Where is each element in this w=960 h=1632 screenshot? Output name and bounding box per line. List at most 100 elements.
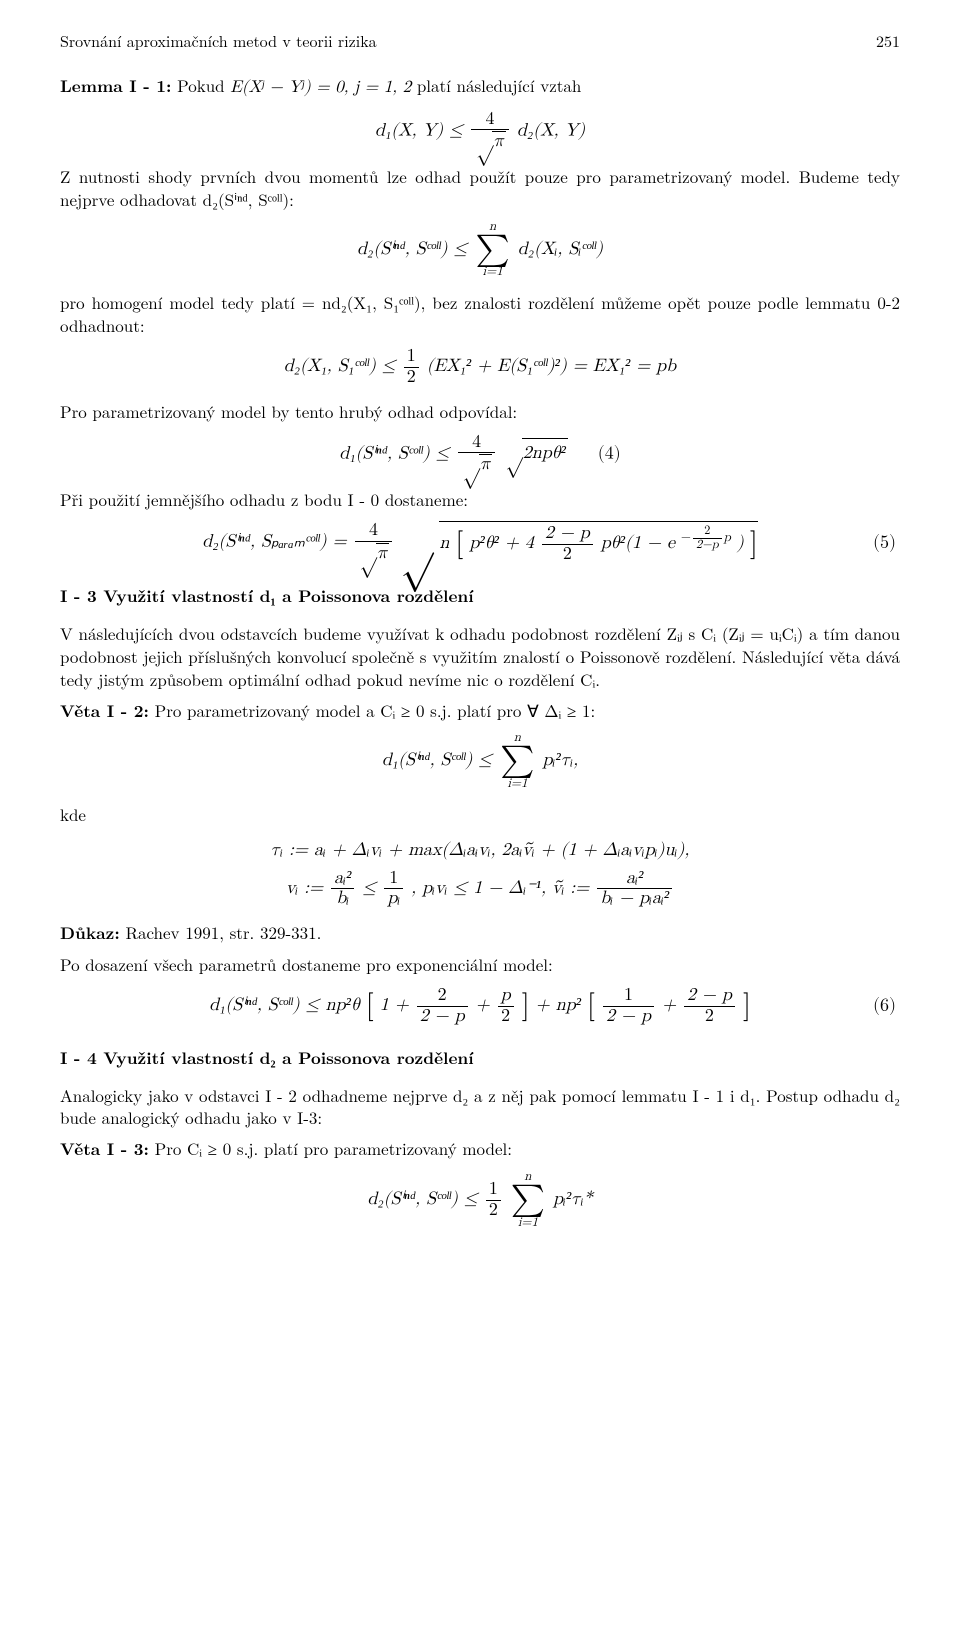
lemma-condition: E(Xʲ − Yʲ) = 0, j = 1, 2 xyxy=(230,79,411,96)
eq-rhs: d₂(Xᵢ, Sᵢᶜᵒˡˡ) xyxy=(518,240,603,258)
left-bracket-icon: [ xyxy=(587,996,595,1016)
frac-num: 2 − p xyxy=(542,524,593,545)
sum-sign-icon: ∑ xyxy=(476,234,510,266)
eq-rhs: (EX₁² + E(S₁ᶜᵒˡˡ)²) = EX₁² = pb xyxy=(427,357,676,375)
frac-num: 2 xyxy=(417,986,468,1007)
left-bracket-icon: [ xyxy=(455,534,463,554)
eq-number: (4) xyxy=(598,444,621,462)
veta-i-2: Věta I - 2: Pro parametrizovaný model a … xyxy=(60,699,900,723)
exp-tail: p xyxy=(724,531,731,544)
veta-label: Věta I - 3: xyxy=(60,1137,149,1161)
dukaz-body: Rachev 1991, str. 329-331. xyxy=(125,920,321,944)
eq-d2-sum: d₂(Sⁱⁿᵈ, Sᶜᵒˡˡ) ≤ n ∑ i=1 d₂(Xᵢ, Sᵢᶜᵒˡˡ) xyxy=(60,221,900,279)
frac-num: 1 xyxy=(384,869,403,890)
sum-top: n xyxy=(476,221,510,234)
inner-c: ) xyxy=(737,534,744,552)
para-znutnosti: Z nutnosti shody prvních dvou momentů lz… xyxy=(60,165,900,211)
frac-num: aᵢ² xyxy=(597,869,672,890)
vi-mid1: ≤ xyxy=(362,879,382,897)
vi-mid2: , pᵢvᵢ ≤ 1 − Δᵢ⁻¹, ṽᵢ := xyxy=(411,879,595,897)
left-bracket-icon: [ xyxy=(366,996,374,1016)
eq-rhs: pᵢ²τᵢ* xyxy=(553,1190,593,1208)
veta-i-3: Věta I - 3: Pro Cᵢ ≥ 0 s.j. platí pro pa… xyxy=(60,1137,900,1161)
frac-num: 1 xyxy=(404,347,419,368)
frac-den: 2 xyxy=(498,1007,514,1027)
frac-den: bᵢ − pᵢaᵢ² xyxy=(597,889,672,909)
frac-num: 1 xyxy=(486,1180,501,1201)
frac-den: 2 xyxy=(486,1201,501,1221)
para-dosazeni: Po dosazení všech parametrů dostaneme pr… xyxy=(60,953,900,976)
frac-den: bᵢ xyxy=(331,889,354,909)
frac-den: 2 xyxy=(684,1007,735,1027)
para-homogeni: pro homogení model tedy platí = nd₂(X₁, … xyxy=(60,291,900,337)
frac-den: pᵢ xyxy=(384,889,403,909)
right-bracket-icon: ] xyxy=(522,996,530,1016)
eq-lhs: d₂(X₁, S₁ᶜᵒˡˡ) ≤ xyxy=(284,357,402,375)
veta-body: Pro parametrizovaný model a Cᵢ ≥ 0 s.j. … xyxy=(155,698,596,722)
exp-num: 2 xyxy=(693,525,722,540)
eq-rhs: d₂(X, Y) xyxy=(517,121,585,139)
eq-d1-d2: d₁(X, Y) ≤ 4 π d₂(X, Y) xyxy=(60,110,900,154)
sum-top: n xyxy=(500,732,534,745)
page-header: Srovnání aproximačních metod v teorii ri… xyxy=(60,30,900,52)
eq-lhs: d₁(Sⁱⁿᵈ, Sᶜᵒˡˡ) ≤ np²θ xyxy=(209,996,366,1014)
lemma-label: Lemma I - 1: xyxy=(60,74,171,98)
b2: + xyxy=(662,996,682,1014)
dukaz-label: Důkaz: xyxy=(60,921,120,945)
eq-d2x1: d₂(X₁, S₁ᶜᵒˡˡ) ≤ 1 2 (EX₁² + E(S₁ᶜᵒˡˡ)²)… xyxy=(60,347,900,388)
sum-sign-icon: ∑ xyxy=(500,745,534,777)
frac-num: 4 xyxy=(458,433,496,454)
frac-den: 2 xyxy=(404,368,419,388)
eq-4: d₁(Sⁱⁿᵈ, Sᶜᵒˡˡ) ≤ 4 π 2npθ² (4) xyxy=(60,433,900,477)
frac-den: π xyxy=(376,543,390,564)
eq-lhs: d₁(Sⁱⁿᵈ, Sᶜᵒˡˡ) ≤ xyxy=(382,752,498,770)
sum-bot: i=1 xyxy=(476,266,510,279)
frac-num: 2 − p xyxy=(684,986,735,1007)
eq-lhs: d₁(Sⁱⁿᵈ, Sᶜᵒˡˡ) ≤ xyxy=(339,444,455,462)
para-analog: Analogicky jako v odstavci I - 2 odhadne… xyxy=(60,1084,900,1130)
page-number: 251 xyxy=(876,30,900,52)
eq-veta2: d₁(Sⁱⁿᵈ, Sᶜᵒˡˡ) ≤ n ∑ i=1 pᵢ²τᵢ, xyxy=(60,732,900,790)
frac-num: 4 xyxy=(471,110,509,131)
frac-den: 2 − p xyxy=(417,1007,468,1027)
a2: + xyxy=(476,996,496,1014)
vi-pre: vᵢ := xyxy=(286,879,329,897)
eq-tau-vi: τᵢ := aᵢ + Δᵢvᵢ + max(Δᵢaᵢvᵢ, 2aᵢṽᵢ + (1… xyxy=(60,836,900,909)
eq-lhs: d₂(Sⁱⁿᵈ, Sₚₐᵣₐₘᶜᵒˡˡ) = xyxy=(202,533,352,551)
frac-den: 2 − p xyxy=(603,1007,654,1027)
para-jemnejsi: Při použití jemnějšího odhadu z bodu I -… xyxy=(60,488,900,511)
inner-a: p²θ² + 4 xyxy=(469,534,534,552)
section-i-3-title: I - 3 Využití vlastností d₁ a Poissonova… xyxy=(60,585,900,608)
lemma-text-a: Pokud xyxy=(177,73,230,97)
right-bracket-icon: ] xyxy=(750,534,758,554)
eq-rhs: pᵢ²τᵢ, xyxy=(543,752,579,770)
inner-b: pθ²(1 − e xyxy=(601,534,675,552)
right-bracket-icon: ] xyxy=(743,996,751,1016)
veta-label: Věta I - 2: xyxy=(60,699,149,723)
big-sqrt-icon: √ xyxy=(400,522,433,562)
a1: 1 + xyxy=(380,996,415,1014)
frac-den: 2 xyxy=(542,545,593,565)
eq-lhs: d₁(X, Y) ≤ xyxy=(375,121,469,139)
dukaz: Důkaz: Rachev 1991, str. 329-331. xyxy=(60,921,900,945)
frac-num: p xyxy=(498,986,514,1007)
section-i-4-title: I - 4 Využití vlastností d₂ a Poissonova… xyxy=(60,1047,900,1070)
para-nasledujicich: V následujících dvou odstavcích budeme v… xyxy=(60,622,900,691)
para-param: Pro parametrizovaný model by tento hrubý… xyxy=(60,400,900,423)
frac-num: aᵢ² xyxy=(331,869,354,890)
lemma-i-1: Lemma I - 1: Pokud E(Xʲ − Yʲ) = 0, j = 1… xyxy=(60,74,900,100)
eq-number: (5) xyxy=(873,529,896,558)
sqrt-inner: 2npθ² xyxy=(522,438,568,468)
frac-den: π xyxy=(492,131,506,152)
lemma-text-b: platí následující vztah xyxy=(417,73,581,97)
eq-number: (6) xyxy=(873,992,896,1021)
eq-5: d₂(Sⁱⁿᵈ, Sₚₐᵣₐₘᶜᵒˡˡ) = 4 π √ n [ p²θ² + … xyxy=(60,521,900,565)
veta-body: Pro Cᵢ ≥ 0 s.j. platí pro parametrizovan… xyxy=(155,1136,512,1160)
eq-6: d₁(Sⁱⁿᵈ, Sᶜᵒˡˡ) ≤ np²θ [ 1 + 2 2 − p + p… xyxy=(60,986,900,1027)
sum-sign-icon: ∑ xyxy=(511,1184,545,1216)
eq-tau: τᵢ := aᵢ + Δᵢvᵢ + max(Δᵢaᵢvᵢ, 2aᵢṽᵢ + (1… xyxy=(271,836,690,865)
exp-den: 2−p xyxy=(693,539,722,553)
sum-top: n xyxy=(511,1171,545,1184)
frac-num: 4 xyxy=(355,521,393,542)
eq-veta3: d₂(Sⁱⁿᵈ, Sᶜᵒˡˡ) ≤ 1 2 n ∑ i=1 pᵢ²τᵢ* xyxy=(60,1171,900,1229)
